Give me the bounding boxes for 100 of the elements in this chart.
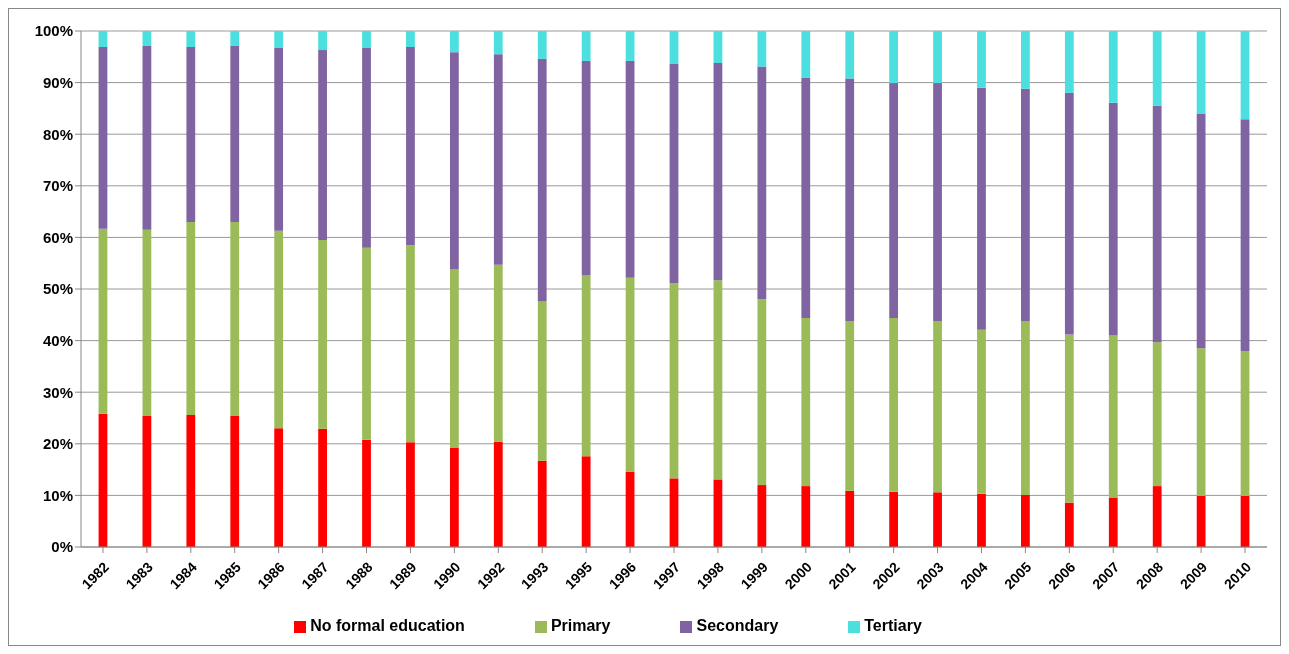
bar [318,239,327,429]
bar [581,60,591,276]
bar [362,31,371,49]
bar [581,31,591,61]
bar [230,31,240,46]
bar [1064,334,1074,503]
bar [889,317,899,492]
bar [186,221,196,415]
bar [493,441,503,547]
bar [801,317,811,487]
bar [845,490,855,547]
bar [493,54,503,265]
bar [581,275,591,457]
bar [142,229,152,416]
bar [889,31,899,84]
bar [933,320,942,493]
bar [98,413,108,547]
bar [889,491,899,547]
bar [142,415,152,547]
bar [977,87,986,330]
bar [625,31,635,61]
bar [142,45,152,230]
legend-label: Secondary [696,617,779,634]
bar [493,264,503,442]
bar [493,31,503,55]
bar [406,31,415,47]
bar [625,60,635,278]
bar [449,269,459,448]
bar [1152,105,1162,343]
y-tick-label: 50% [42,280,73,298]
y-tick-label: 30% [42,383,73,401]
bar [1152,31,1162,106]
bar [713,280,723,480]
bar [537,301,547,461]
bar [713,62,723,281]
bar [362,48,371,248]
bar [142,31,152,46]
bar [1196,348,1206,496]
bar [230,45,240,222]
bar [274,48,284,231]
bar [625,277,635,472]
y-tick-label: 10% [42,486,73,504]
bar [406,47,415,246]
bar [186,47,196,222]
bar [318,50,327,240]
y-tick-label: 0% [51,538,73,556]
bar [845,320,855,491]
bar [537,460,547,547]
bar [1108,31,1118,103]
bar [362,439,371,547]
y-tick-label: 20% [42,435,73,453]
bar [757,66,767,300]
bar [1108,335,1118,498]
bar [186,31,196,47]
bar [406,442,415,547]
bar [933,83,942,321]
bar [537,58,547,302]
y-tick-label: 40% [42,331,73,349]
bar [713,31,723,63]
legend-label: Primary [550,617,611,634]
bar [933,31,942,84]
bar [977,329,986,494]
bar [757,299,767,486]
bar [274,31,284,49]
bar [186,414,196,547]
bar [406,245,415,443]
bar [713,479,723,547]
bar [757,485,767,547]
bar [1152,342,1162,487]
bar [1240,119,1250,351]
bar [1064,502,1074,547]
bar [1021,494,1030,547]
bar [98,228,108,414]
bar [669,478,679,547]
bar [801,486,811,547]
bar [362,247,371,440]
bar [449,52,459,270]
bar [1196,31,1206,114]
bar [1196,495,1206,547]
bar [318,428,327,547]
bar [669,64,679,284]
bar [801,31,811,78]
y-tick-label: 60% [42,228,73,246]
bar [449,31,459,53]
bar [845,31,855,79]
bar [1021,31,1030,89]
bar [977,493,986,547]
bar [669,283,679,479]
bar [1240,31,1250,120]
y-tick-label: 80% [42,125,73,143]
bar [757,31,767,67]
y-tick-label: 100% [34,22,73,40]
bar [1064,92,1074,335]
bar [274,230,284,429]
bar [1064,31,1074,93]
bar [98,31,108,47]
bar [1021,320,1030,495]
bar [449,447,459,547]
bar [581,456,591,547]
bar [933,492,942,547]
